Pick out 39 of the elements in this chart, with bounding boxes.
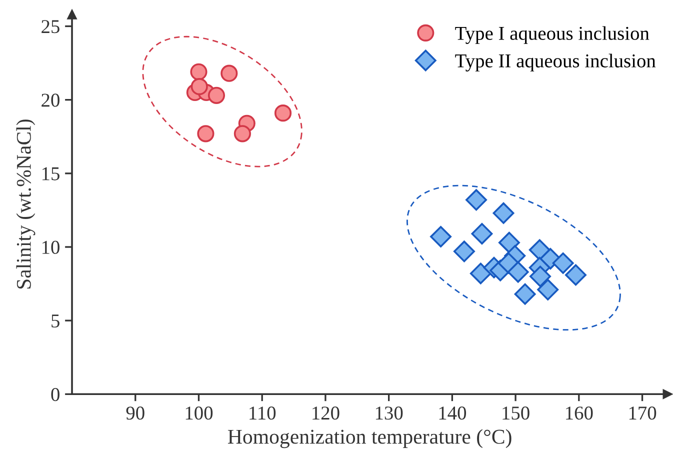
point bbox=[507, 261, 529, 283]
point bbox=[190, 63, 208, 80]
point bbox=[514, 283, 536, 305]
x-tick-label: 100 bbox=[186, 406, 213, 420]
x-tick-label: 140 bbox=[439, 406, 466, 420]
point bbox=[220, 64, 238, 82]
x-tick-label: 160 bbox=[566, 406, 593, 420]
y-axis-title: Salinity (wt.%NaCl) bbox=[16, 120, 36, 289]
point bbox=[492, 202, 514, 224]
point bbox=[234, 125, 251, 142]
x-axis-title: Homogenization temperature (°C) bbox=[228, 429, 512, 448]
legend-label: Type I aqueous inclusion bbox=[455, 26, 650, 44]
x-tick-label: 120 bbox=[312, 406, 340, 420]
x-tick-label: 110 bbox=[250, 406, 276, 420]
point bbox=[471, 223, 493, 244]
point bbox=[537, 278, 559, 300]
point bbox=[197, 125, 214, 142]
y-tick-label: 15 bbox=[42, 167, 60, 180]
y-tick-label: 20 bbox=[42, 94, 60, 107]
x-tick-label: 130 bbox=[376, 406, 403, 420]
point bbox=[454, 240, 475, 262]
point bbox=[565, 264, 586, 286]
point bbox=[430, 226, 452, 248]
y-tick-label: 25 bbox=[42, 20, 60, 34]
y-tick-label: 10 bbox=[42, 240, 60, 254]
legend-label: Type II aqueous inclusion bbox=[455, 54, 656, 72]
point bbox=[190, 78, 208, 96]
point bbox=[470, 262, 492, 284]
y-tick-label: 0 bbox=[51, 388, 60, 402]
point bbox=[530, 266, 551, 288]
point bbox=[208, 86, 226, 104]
point bbox=[274, 104, 292, 122]
x-tick-label: 150 bbox=[502, 406, 530, 420]
x-tick-label: 170 bbox=[629, 406, 656, 420]
point bbox=[552, 252, 574, 274]
x-tick-label: 90 bbox=[126, 406, 144, 420]
point bbox=[498, 232, 520, 254]
point bbox=[466, 189, 487, 211]
y-tick-label: 5 bbox=[52, 314, 60, 328]
